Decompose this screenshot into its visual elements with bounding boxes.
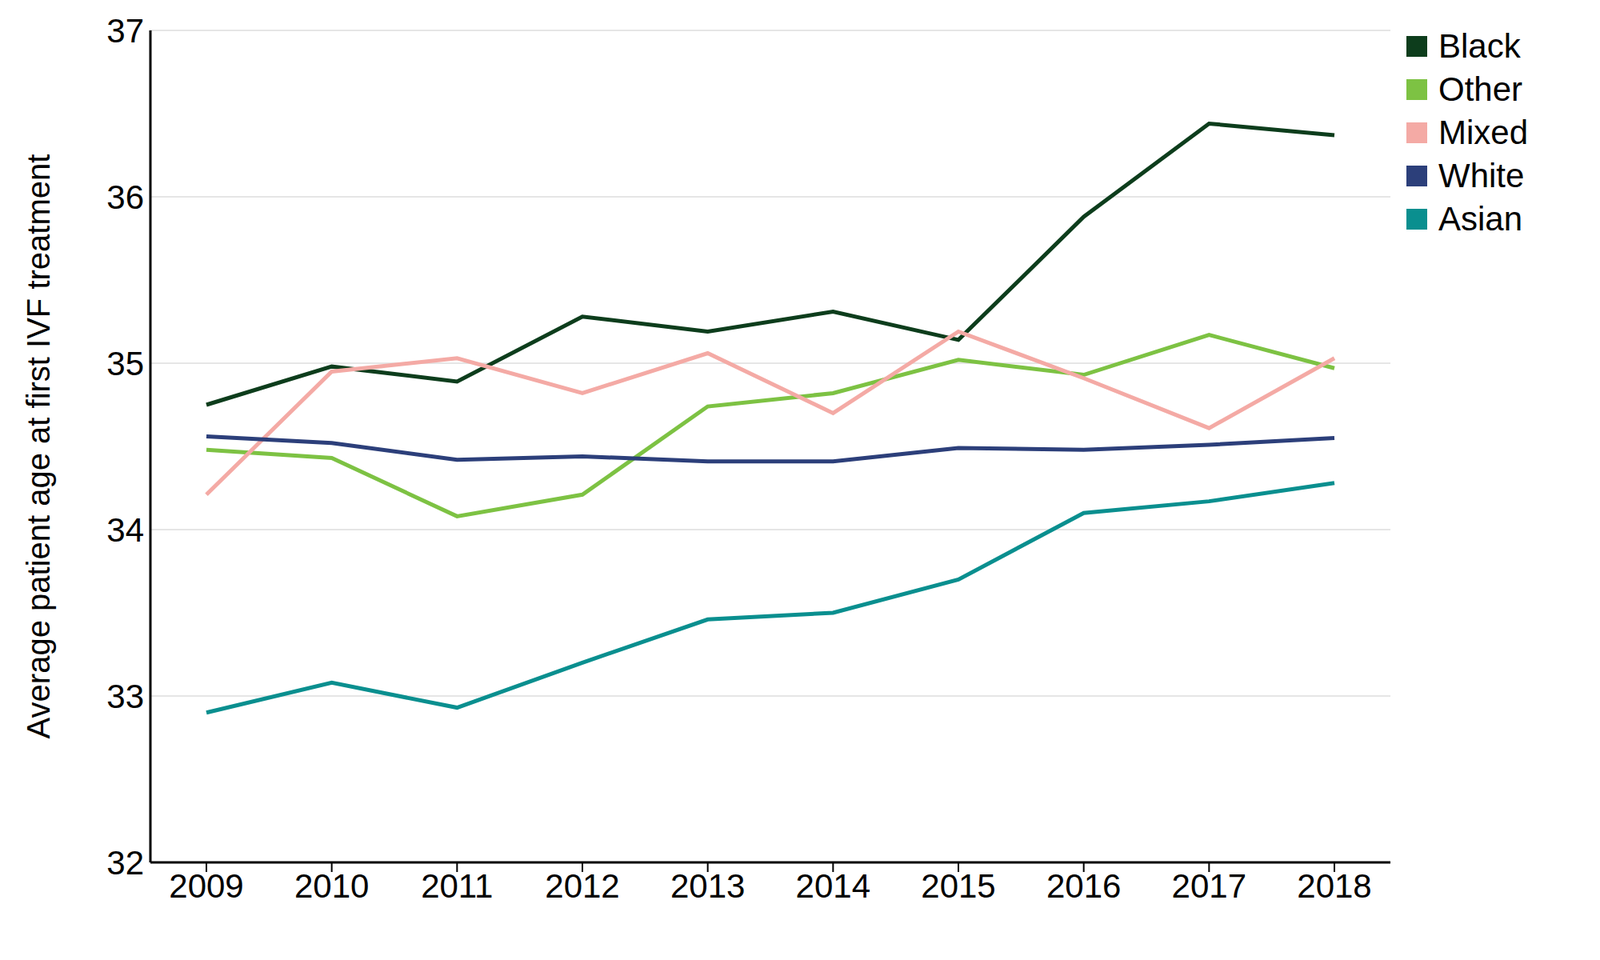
svg-text:37: 37 xyxy=(106,12,144,50)
svg-text:34: 34 xyxy=(106,511,144,549)
html-text:Asian: Asian xyxy=(1438,200,1523,238)
html-text:Black: Black xyxy=(1438,27,1521,65)
svg-text:2011: 2011 xyxy=(420,867,493,905)
html-text:White: White xyxy=(1438,156,1525,195)
svg-text:Average patient age at first I: Average patient age at first IVF treatme… xyxy=(20,154,56,740)
svg-text:2013: 2013 xyxy=(670,867,745,905)
svg-text:2018: 2018 xyxy=(1296,867,1372,905)
html-text:Other: Other xyxy=(1438,70,1523,108)
html-text:Mixed: Mixed xyxy=(1438,113,1528,152)
svg-text:36: 36 xyxy=(106,178,144,216)
svg-text:2009: 2009 xyxy=(168,867,244,905)
svg-text:2010: 2010 xyxy=(294,867,369,905)
svg-text:2015: 2015 xyxy=(920,867,996,905)
svg-text:2014: 2014 xyxy=(796,867,871,905)
svg-text:2012: 2012 xyxy=(544,867,620,905)
svg-text:32: 32 xyxy=(106,844,144,882)
svg-text:2016: 2016 xyxy=(1046,867,1121,905)
svg-text:35: 35 xyxy=(106,344,144,383)
svg-text:33: 33 xyxy=(106,677,144,716)
svg-text:2017: 2017 xyxy=(1172,867,1247,905)
